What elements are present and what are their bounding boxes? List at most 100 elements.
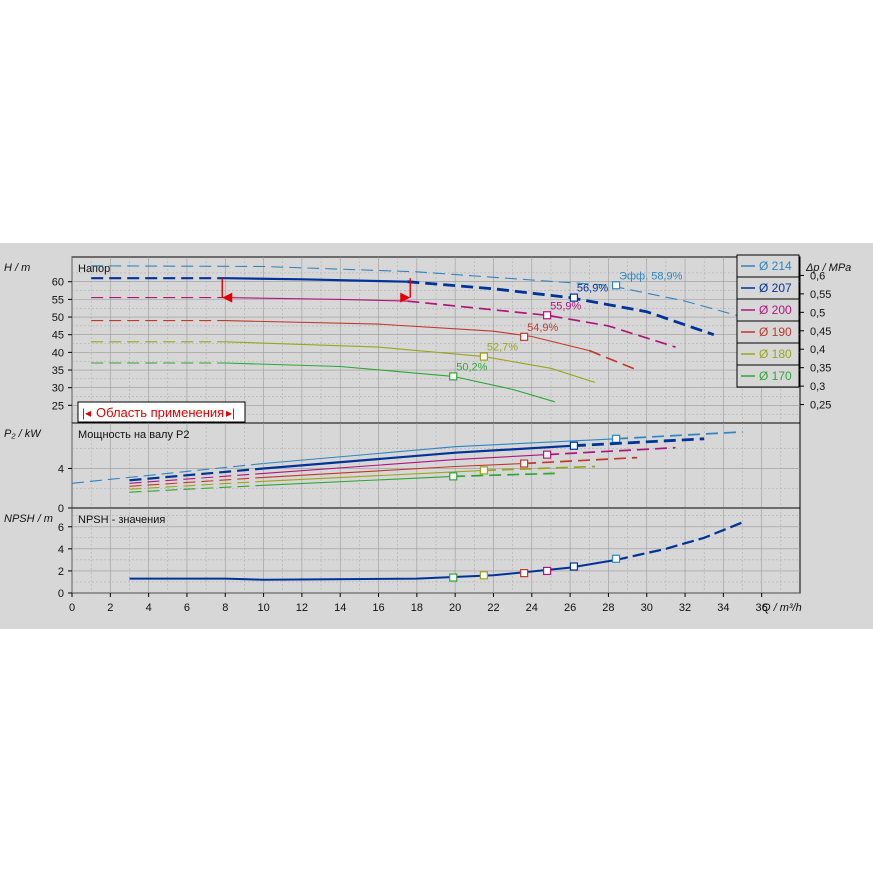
head-ylabel: H / m (4, 262, 30, 274)
x-tick-label: 30 (641, 602, 653, 614)
head-ytick-label: 40 (52, 347, 64, 359)
npsh-ytick-label: 4 (58, 544, 64, 556)
power-curve-207 (263, 444, 574, 470)
x-tick-label: 28 (602, 602, 614, 614)
head-bep-marker-200 (543, 311, 552, 320)
head-ytick-label: 45 (52, 330, 64, 342)
legend-label-d170: Ø 170 (759, 369, 792, 383)
legend-label-d207: Ø 207 (759, 281, 792, 295)
power-bep-marker-214 (611, 434, 621, 443)
x-tick-label: 36 (756, 602, 768, 614)
legend-label-d190: Ø 190 (759, 325, 792, 339)
head-ytick-label: 30 (52, 383, 64, 395)
power-bep-marker-180 (479, 466, 488, 475)
x-tick-label: 10 (257, 602, 269, 614)
power-curve-190 (263, 462, 525, 478)
head-ytick-right-label: 0,6 (810, 270, 825, 282)
range-legend-box (77, 401, 246, 423)
range-legend-label: Область применения (96, 405, 224, 420)
range-left-arrow (222, 292, 233, 303)
head-ytick-right-label: 0,5 (810, 307, 825, 319)
x-tick-label: 8 (222, 602, 228, 614)
range-legend-arrow-left: |◂ (82, 406, 91, 420)
head-curve-dashed-214 (91, 265, 743, 318)
npsh-bep-marker (543, 566, 552, 576)
head-curve-200 (225, 297, 408, 302)
power-curve-214 (263, 438, 617, 465)
power-curve-dashed-end-180 (483, 465, 596, 472)
power-curve-170 (263, 475, 454, 486)
npsh-title: NPSH - значения (78, 514, 165, 526)
power-curve-dashed-end-207 (573, 437, 705, 448)
head-ytick-label: 35 (52, 365, 64, 377)
x-tick-label: 2 (107, 602, 113, 614)
legend-label-d180: Ø 180 (759, 347, 792, 361)
x-tick-label: 12 (296, 602, 308, 614)
head-curve-207 (225, 277, 408, 283)
power-curve-200 (263, 454, 548, 474)
head-ytick-right-label: 0,3 (810, 381, 825, 393)
x-tick-label: 16 (372, 602, 384, 614)
power-bep-marker-200 (543, 450, 552, 459)
x-tick-label: 6 (184, 602, 190, 614)
npsh-curve-dashed (615, 521, 743, 561)
head-eff-label-180: 52,7% (487, 342, 518, 354)
power-bep-marker-170 (449, 472, 458, 481)
power-curve-dashed-190 (129, 476, 264, 487)
npsh-bep-marker (520, 569, 529, 578)
npsh-ytick-label: 0 (58, 588, 64, 600)
head-curve-190 (225, 320, 590, 352)
head-ytick-right-label: 0,45 (810, 326, 831, 338)
legend-label-d214: Ø 214 (759, 259, 792, 273)
head-ytick-right-label: 0,4 (810, 344, 825, 356)
x-tick-label: 26 (564, 602, 576, 614)
power-ylabel: P₂ / kW (4, 428, 42, 440)
x-tick-label: 14 (334, 602, 346, 614)
head-eff-label-200: 55,9% (550, 300, 581, 312)
head-bep-marker-207 (569, 293, 579, 302)
range-legend-arrow-right: ▸| (226, 406, 235, 420)
power-curve-dashed-end-190 (524, 456, 638, 465)
npsh-bep-marker (449, 573, 458, 582)
power-title: Мощность на валу P2 (78, 429, 190, 441)
x-tick-label: 18 (411, 602, 423, 614)
power-ytick-label: 0 (58, 503, 64, 515)
x-tick-label: 20 (449, 602, 461, 614)
head-eff-label-207: 56,9% (577, 283, 608, 295)
head-ytick-right-label: 0,55 (810, 289, 831, 301)
x-tick-label: 34 (717, 602, 729, 614)
head-ytick-label: 60 (52, 277, 64, 289)
head-bep-marker-170 (449, 372, 458, 381)
x-tick-label: 24 (526, 602, 538, 614)
pump-curve-panel: 25 30 35 40 45 50 55 60 H / m Напор Δp / MPa 0,25 0,… (0, 243, 873, 629)
power-curve-dashed-207 (129, 467, 264, 482)
npsh-ytick-label: 6 (58, 522, 64, 534)
power-curve-dashed-170 (129, 484, 264, 493)
power-curve-dashed-end-214 (616, 431, 743, 440)
head-ytick-label: 55 (52, 294, 64, 306)
npsh-ylabel: NPSH / m (4, 513, 53, 525)
head-ytick-label: 50 (52, 312, 64, 324)
head-title: Напор (78, 263, 110, 275)
head-ytick-label: 25 (52, 400, 64, 412)
x-tick-label: 22 (487, 602, 499, 614)
power-curve-dashed-end-200 (547, 446, 676, 456)
npsh-bep-marker (479, 571, 488, 580)
legend-label-d200: Ø 200 (759, 303, 792, 317)
head-ytick-right-label: 0,25 (810, 400, 831, 412)
x-axis-label: Q / m³/h (762, 602, 802, 614)
power-bep-marker-207 (569, 441, 579, 450)
npsh-bep-marker (569, 562, 579, 571)
x-tick-label: 0 (69, 602, 75, 614)
head-eff-label-170: 50,2% (456, 361, 487, 373)
legend-item-d170 (736, 364, 800, 388)
head-ytick-right-label: 0,35 (810, 363, 831, 375)
power-bep-marker-190 (520, 459, 529, 468)
head-eff-label-214: Эфф. 58,9% (619, 270, 683, 282)
npsh-bep-marker (611, 554, 621, 563)
head-bep-marker-214 (611, 281, 621, 290)
power-curve-dashed-180 (129, 480, 264, 490)
head-bep-marker-190 (520, 332, 529, 341)
range-right-arrow (400, 292, 411, 303)
x-tick-label: 4 (146, 602, 152, 614)
